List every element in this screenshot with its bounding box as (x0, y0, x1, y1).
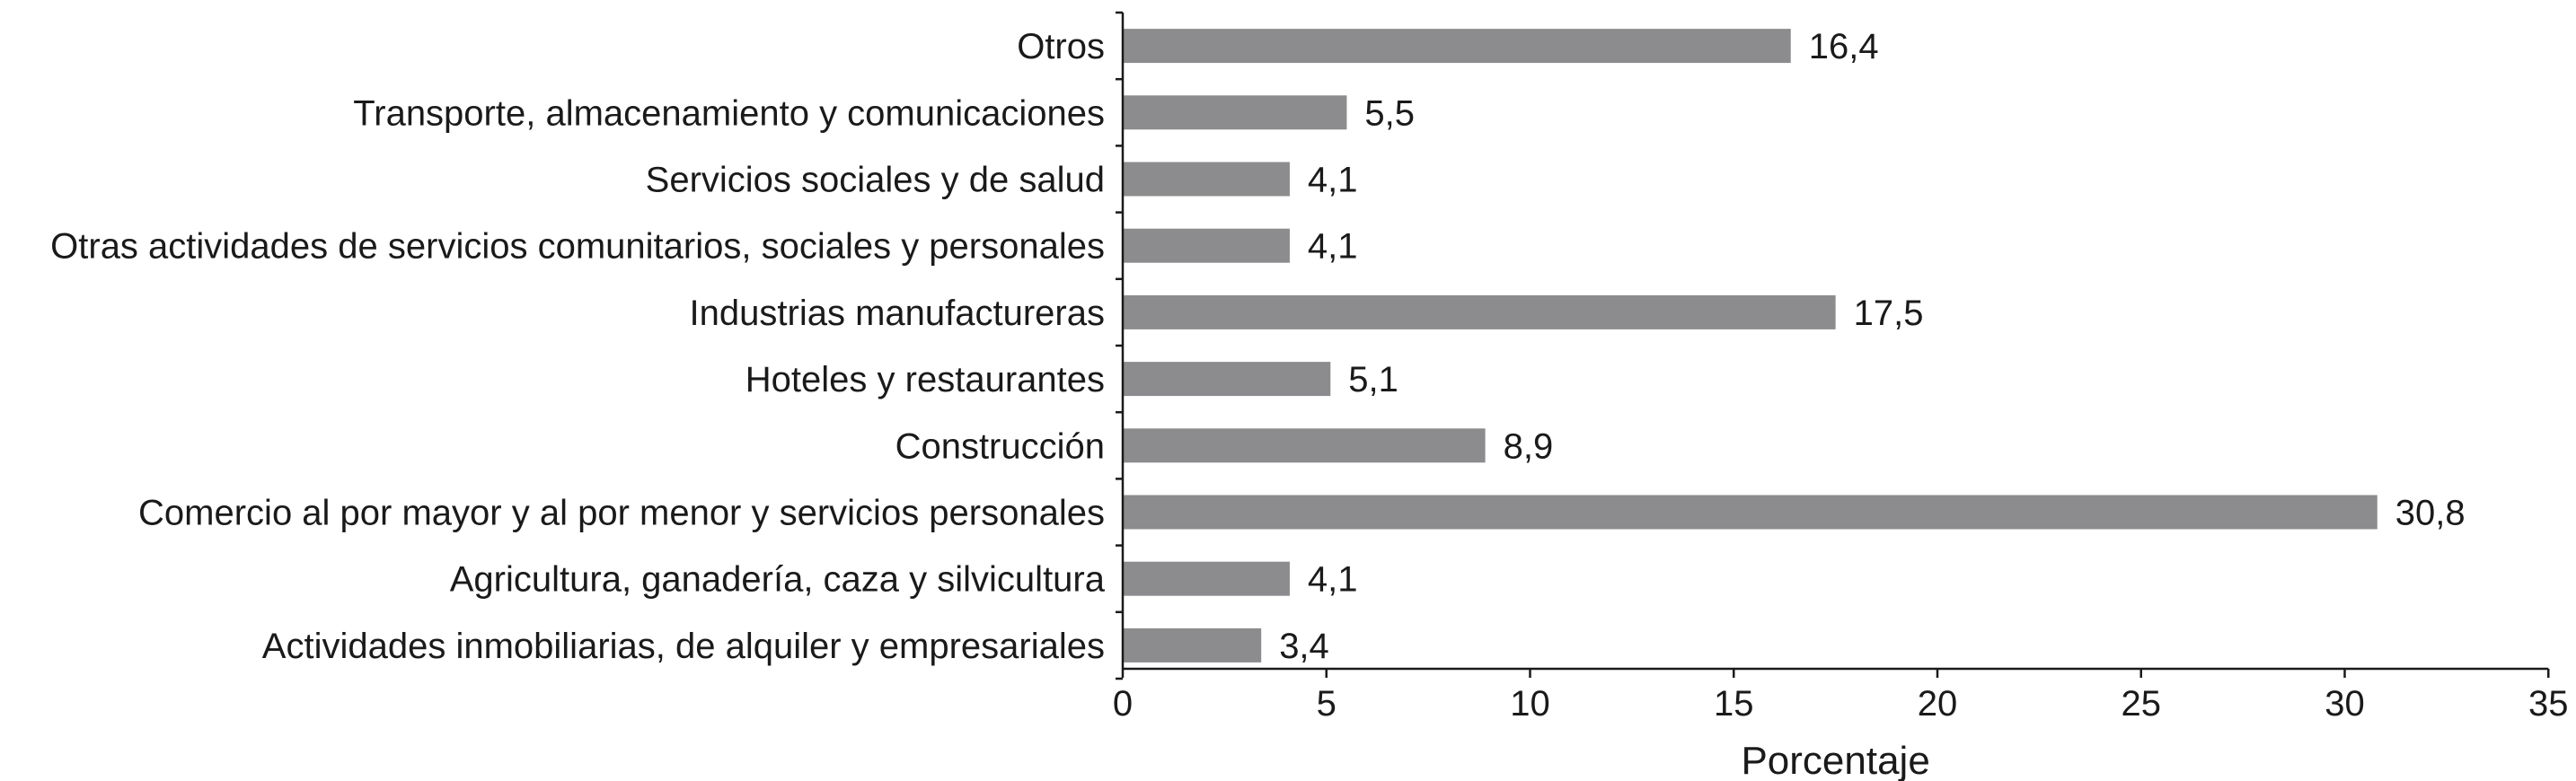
x-tick-label-5: 5 (1317, 684, 1337, 724)
bar-construccion (1123, 428, 1486, 463)
bar-industrias-manufactureras (1123, 294, 1836, 329)
value-label-construccion: 8,9 (1504, 426, 1554, 466)
category-label-industrias-manufactureras: Industrias manufactureras (690, 294, 1105, 333)
category-label-agricultura-ganaderia-caza-y-silvicultura: Agricultura, ganadería, caza y silvicult… (450, 560, 1106, 600)
x-tick-label-0: 0 (1113, 684, 1133, 724)
x-tick-label-20: 20 (1918, 684, 1958, 724)
x-ticks-group: 0 5 10 15 20 25 30 35 (1113, 669, 2569, 724)
value-label-otras-actividades-de-servicios-comunitarios-sociales-y-personales: 4,1 (1308, 227, 1358, 267)
value-label-servicios-sociales-y-de-salud: 4,1 (1308, 161, 1358, 200)
x-tick-label-15: 15 (1714, 684, 1754, 724)
value-label-actividades-inmobiliarias-de-alquiler-y-empresariales: 3,4 (1279, 627, 1329, 666)
value-label-hoteles-y-restaurantes: 5,1 (1348, 360, 1398, 399)
category-label-actividades-inmobiliarias-de-alquiler-y-empresariales: Actividades inmobiliarias, de alquiler y… (262, 627, 1105, 666)
category-label-hoteles-y-restaurantes: Hoteles y restaurantes (745, 360, 1105, 399)
x-tick-label-30: 30 (2325, 684, 2365, 724)
category-label-servicios-sociales-y-de-salud: Servicios sociales y de salud (646, 161, 1105, 200)
bar-actividades-inmobiliarias-de-alquiler-y-empresariales (1123, 627, 1262, 663)
category-label-comercio-al-por-mayor-y-al-por-menor-y-servicios-personales: Comercio al por mayor y al por menor y s… (138, 494, 1105, 533)
value-label-transporte-almacenamiento-y-comunicaciones: 5,5 (1364, 93, 1415, 133)
bar-otros (1123, 29, 1791, 64)
x-tick-label-35: 35 (2528, 684, 2569, 724)
bar-hoteles-y-restaurantes (1123, 362, 1331, 397)
bar-servicios-sociales-y-de-salud (1123, 162, 1290, 197)
category-labels-group: Otros Transporte, almacenamiento y comuni… (50, 27, 1106, 666)
bar-transporte-almacenamiento-y-comunicaciones (1123, 95, 1347, 130)
category-label-transporte-almacenamiento-y-comunicaciones: Transporte, almacenamiento y comunicacio… (353, 93, 1105, 133)
value-label-industrias-manufactureras: 17,5 (1854, 294, 1924, 333)
value-label-comercio-al-por-mayor-y-al-por-menor-y-servicios-personales: 30,8 (2395, 494, 2466, 533)
value-labels-group: 16,45,54,14,117,55,18,930,84,13,4 (1279, 27, 2465, 666)
y-ticks-group (1116, 11, 1123, 680)
x-tick-label-25: 25 (2122, 684, 2162, 724)
bar-comercio-al-por-mayor-y-al-por-menor-y-servicios-personales (1123, 495, 2378, 530)
category-label-construccion: Construcción (895, 426, 1105, 466)
x-axis-title: Porcentaje (1741, 739, 1929, 781)
category-label-otras-actividades-de-servicios-comunitarios-sociales-y-personales: Otras actividades de servicios comunitar… (50, 227, 1105, 267)
x-tick-label-10: 10 (1510, 684, 1550, 724)
value-label-otros: 16,4 (1809, 27, 1879, 66)
category-label-otros: Otros (1017, 27, 1105, 66)
bars-group (1123, 29, 2378, 663)
value-label-agricultura-ganaderia-caza-y-silvicultura: 4,1 (1308, 560, 1358, 600)
bar-otras-actividades-de-servicios-comunitarios-sociales-y-personales (1123, 228, 1290, 263)
bar-agricultura-ganaderia-caza-y-silvicultura (1123, 561, 1290, 596)
